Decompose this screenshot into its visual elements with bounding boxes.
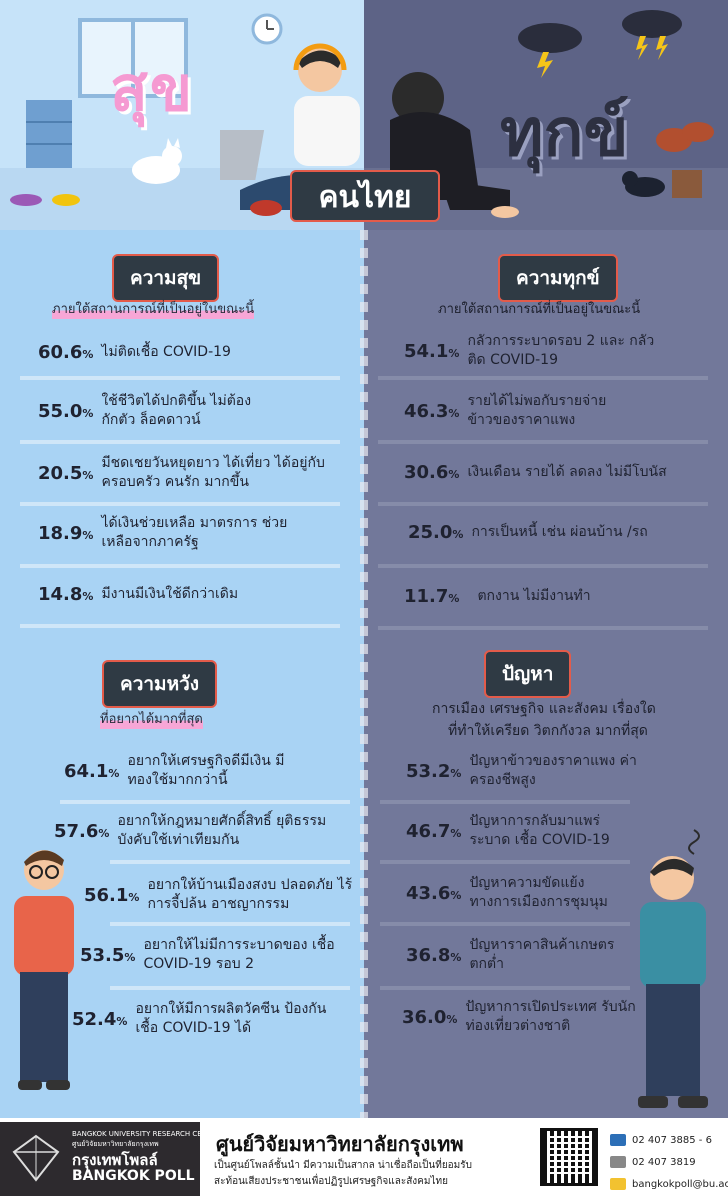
hope-item-1: 64.1% อยากให้เศรษฐกิจดีมีเงิน มีทองใช้มา… — [64, 753, 285, 788]
suffering-item-2: 46.3% รายได้ไม่พอกับรายจ่าย ข้าวของราคาแ… — [404, 393, 607, 428]
footer-tagline-1: เป็นศูนย์โพลล์ชั้นนำ มีความเป็นสากล น่าเ… — [214, 1160, 472, 1171]
center-divider — [360, 230, 368, 1118]
row-separator — [378, 626, 708, 630]
contact-fax: 02 407 3819 — [610, 1156, 696, 1168]
email-icon — [610, 1178, 626, 1190]
row-separator — [20, 564, 340, 568]
row-separator — [20, 440, 340, 444]
suffering-item-3: 30.6% เงินเดือน รายได้ ลดลง ไม่มีโบนัส — [404, 462, 667, 483]
diamond-logo-icon — [12, 1134, 60, 1182]
happiness-item-4: 18.9% ได้เงินช่วยเหลือ มาตรการ ช่วยเหลือ… — [38, 515, 288, 550]
suffering-item-1: 54.1% กลัวการระบาดรอบ 2 และ กลัวติด COVI… — [404, 333, 655, 368]
happiness-item-1: 60.6% ไม่ติดเชื้อ COVID-19 — [38, 342, 231, 363]
phone-icon — [610, 1134, 626, 1146]
happiness-subtitle: ภายใต้สถานการณ์ที่เป็นอยู่ในขณะนี้ — [52, 298, 255, 319]
logo-caption-en: BANGKOK UNIVERSITY RESEARCH CENTER — [72, 1130, 221, 1138]
problems-item-3: 43.6% ปัญหาความขัดแย้ง ทางการเมืองการชุม… — [406, 875, 608, 910]
bangkok-poll-logo — [0, 1122, 200, 1196]
logo-caption-th: ศูนย์วิจัยมหาวิทยาลัยกรุงเทพ — [72, 1140, 159, 1148]
hope-item-2: 57.6% อยากให้กฎหมายศักดิ์สิทธิ์ ยุติธรรม… — [54, 813, 327, 848]
footer-tagline-2: สะท้อนเสียงประชาชนเพื่อปฏิรูปเศรษฐกิจและ… — [214, 1176, 448, 1187]
title-happy: สุข — [110, 52, 195, 125]
black-cat-icon — [622, 171, 665, 197]
fax-icon — [610, 1156, 626, 1168]
center-title-badge: คนไทย — [290, 170, 440, 222]
hope-item-3: 56.1% อยากให้บ้านเมืองสงบ ปลอดภัย ไร้การ… — [84, 877, 353, 912]
row-separator — [380, 922, 630, 926]
row-separator — [20, 624, 340, 628]
row-separator — [378, 564, 708, 568]
row-separator — [380, 860, 630, 864]
suffering-item-4: 25.0% การเป็นหนี้ เช่น ผ่อนบ้าน /รถ — [408, 522, 648, 543]
happiness-section-title: ความสุข — [112, 254, 220, 302]
clock-icon — [251, 13, 283, 45]
suffering-subtitle: ภายใต้สถานการณ์ที่เป็นอยู่ในขณะนี้ — [438, 302, 641, 317]
footer-title: ศูนย์วิจัยมหาวิทยาลัยกรุงเทพ — [216, 1132, 464, 1156]
coffee-cup-icon — [250, 200, 282, 216]
title-sad: ทุกข์ — [500, 94, 629, 171]
row-separator — [110, 986, 350, 990]
storm-cloud-icon-2 — [622, 10, 682, 60]
logo-english-name: BANGKOK POLL — [72, 1168, 195, 1184]
happiness-item-5: 14.8% มีงานมีเงินใช้ดีกว่าเดิม — [38, 584, 239, 605]
cat-icon — [132, 138, 182, 184]
row-separator — [60, 800, 350, 804]
row-separator — [378, 502, 708, 506]
problems-item-2: 46.7% ปัญหาการกลับมาแพร่ระบาด เชื้อ COVI… — [406, 813, 610, 848]
window-icon — [78, 18, 188, 98]
row-separator — [110, 922, 350, 926]
happiness-item-3: 20.5% มีชดเชยวันหยุดยาว ได้เที่ยว ได้อยู… — [38, 455, 325, 490]
problems-item-1: 53.2% ปัญหาข้าวของราคาแพง ค่าครองชีพสูง — [406, 753, 637, 788]
storm-cloud-icon — [518, 23, 582, 78]
hope-subtitle: ที่อยากได้มากที่สุด — [100, 708, 203, 729]
drawer-cabinet-icon — [26, 100, 72, 168]
row-separator — [380, 800, 630, 804]
row-separator — [380, 986, 630, 990]
problems-item-4: 36.8% ปัญหาราคาสินค้าเกษตร ตกต่ำ — [406, 937, 615, 972]
hope-item-5: 52.4% อยากให้มีการผลิตวัคซีน ป้องกันเชื้… — [72, 1001, 327, 1036]
logo-thai-name: กรุงเทพโพลล์ — [72, 1151, 158, 1169]
problems-item-5: 36.0% ปัญหาการเปิดประเทศ รับนักท่องเที่ย… — [402, 999, 636, 1034]
problems-subtitle-line1: การเมือง เศรษฐกิจ และสังคม เรื่องใด — [432, 701, 656, 717]
contact-email[interactable]: bangkokpoll@bu.ac.th — [610, 1178, 728, 1190]
row-separator — [20, 502, 340, 506]
problems-section-title: ปัญหา — [484, 650, 572, 698]
contact-phone: 02 407 3885 - 6 — [610, 1134, 712, 1146]
hope-section-title: ความหวัง — [102, 660, 218, 708]
hope-item-4: 53.5% อยากให้ไม่มีการระบาดของ เชื้อ COVI… — [80, 937, 335, 972]
suffering-item-5: 11.7% ตกงาน ไม่มีงานทำ — [404, 586, 591, 607]
row-separator — [20, 376, 340, 380]
row-separator — [110, 860, 350, 864]
pet-bowls-icon — [10, 194, 80, 206]
problems-subtitle-line2: ที่ทำให้เครียด วิตกกังวล มากที่สุด — [448, 723, 648, 739]
plant-icon — [656, 122, 714, 198]
suffering-section-title: ความทุกข์ — [498, 254, 618, 302]
row-separator — [378, 376, 708, 380]
stressed-person-illustration — [638, 829, 708, 1108]
row-separator — [378, 440, 708, 444]
hopeful-person-illustration — [14, 850, 74, 1090]
happiness-item-2: 55.0% ใช้ชีวิตได้ปกติขึ้น ไม่ต้อง กักตัว… — [38, 393, 252, 428]
